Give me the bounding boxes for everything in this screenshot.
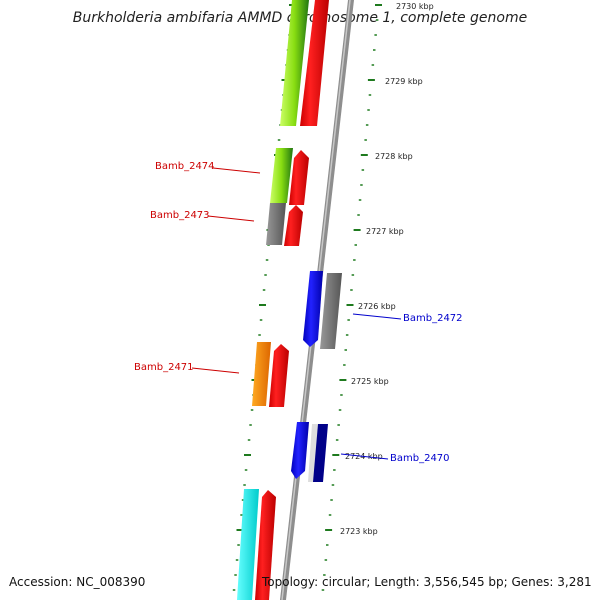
- gene-block-lime: [270, 148, 293, 203]
- leader-line-bamb-2470: [340, 453, 389, 460]
- gene-label-bamb-2474[interactable]: Bamb_2474: [155, 161, 215, 172]
- gene-label-bamb-2473[interactable]: Bamb_2473: [150, 210, 210, 221]
- gene-label-bamb-2470[interactable]: Bamb_2470: [390, 453, 450, 464]
- gene-arrow-red-bamb-2474: [289, 150, 309, 205]
- gene-block-grey-bamb-2472: [320, 273, 342, 349]
- gene-label-bamb-2471[interactable]: Bamb_2471: [134, 362, 194, 373]
- gene-arrow-red: [300, 0, 329, 126]
- gene-block-grey-bamb-2473: [266, 203, 286, 245]
- tick-label-2730: 2730 kbp: [396, 2, 434, 11]
- gene-block-light: [308, 424, 318, 482]
- tick-label-2725: 2725 kbp: [351, 377, 389, 386]
- scale-ticks-outer: [321, 4, 382, 591]
- reverse-strand-genes: [291, 271, 342, 482]
- gene-arrow-red: [284, 205, 303, 246]
- leader-line-bamb-2473: [207, 215, 255, 222]
- gene-arrow-red: [269, 344, 289, 407]
- forward-strand-genes: [237, 0, 329, 600]
- tick-label-2723: 2723 kbp: [340, 527, 378, 536]
- tick-label-2726: 2726 kbp: [358, 302, 396, 311]
- tick-label-2727: 2727 kbp: [366, 227, 404, 236]
- gene-arrow-blue: [291, 422, 309, 479]
- leader-line-bamb-2474: [212, 167, 261, 174]
- tick-label-2729: 2729 kbp: [385, 77, 423, 86]
- accession-text: Accession: NC_008390: [9, 575, 146, 589]
- gene-block-cyan: [237, 489, 259, 600]
- gene-arrow-blue: [303, 271, 323, 347]
- gene-block-navy-bamb-2470: [313, 424, 328, 482]
- leader-line-bamb-2471: [191, 367, 240, 374]
- tick-label-2728: 2728 kbp: [375, 152, 413, 161]
- gene-label-bamb-2472[interactable]: Bamb_2472: [403, 313, 463, 324]
- gene-labels[interactable]: Bamb_2474 Bamb_2473 Bamb_2472 Bamb_2471 …: [134, 161, 463, 464]
- leader-line-bamb-2472: [352, 313, 402, 320]
- gene-arrow-red: [255, 490, 276, 600]
- gene-block-lime: [280, 0, 309, 126]
- gene-block-orange-bamb-2471: [252, 342, 271, 406]
- genome-summary-text: Topology: circular; Length: 3,556,545 bp…: [262, 575, 592, 589]
